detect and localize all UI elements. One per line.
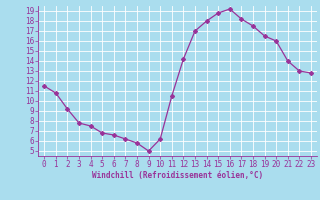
- X-axis label: Windchill (Refroidissement éolien,°C): Windchill (Refroidissement éolien,°C): [92, 171, 263, 180]
